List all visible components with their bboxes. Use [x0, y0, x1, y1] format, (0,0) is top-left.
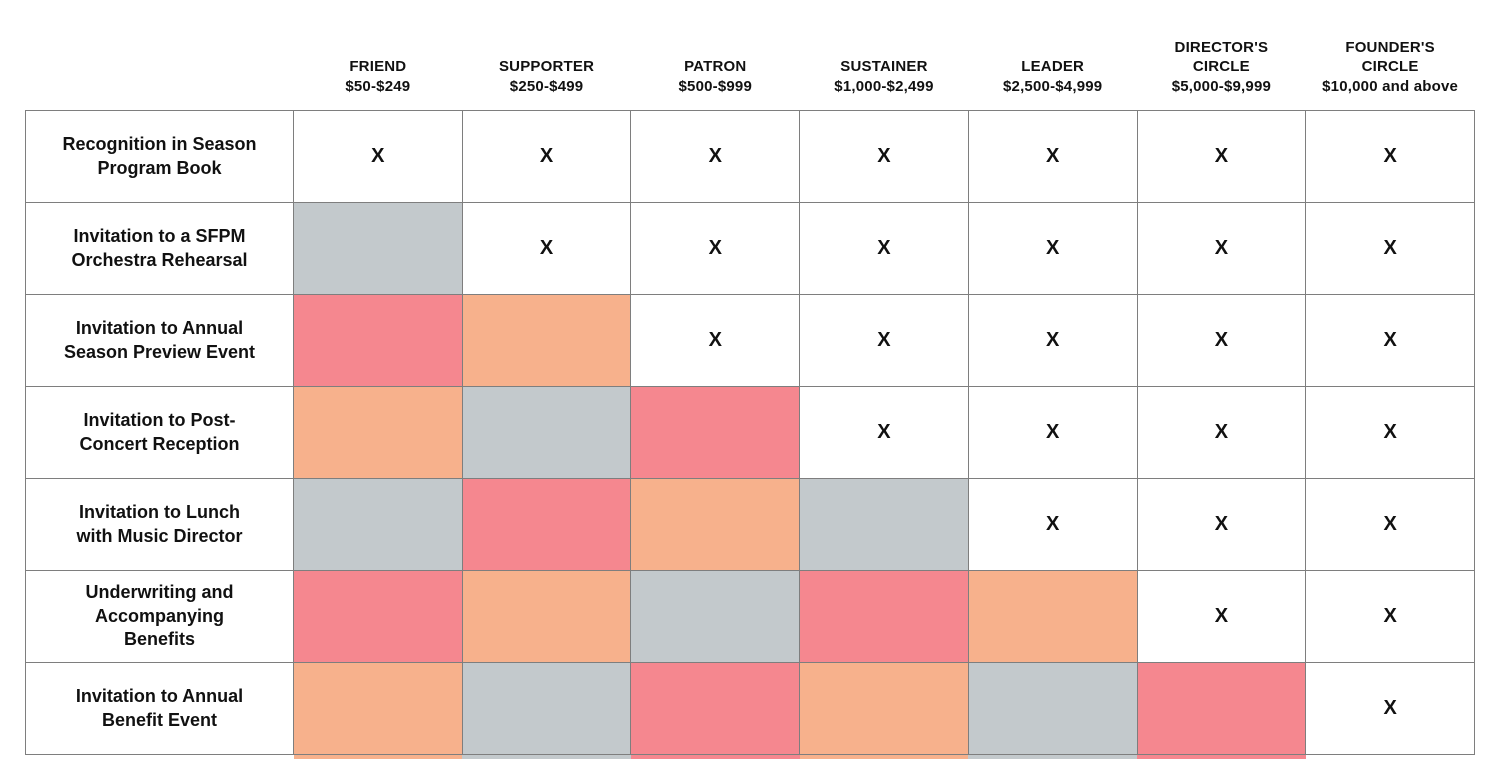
benefit-label-text: Invitation to Lunch with Music Director — [76, 502, 243, 546]
donor-benefits-table: FRIEND $50-$249 SUPPORTER $250-$499 PATRON $5… — [25, 0, 1475, 755]
benefit-excluded-cell-gray — [461, 386, 632, 479]
benefit-excluded-cell-peach — [799, 662, 969, 755]
benefit-included-mark: X — [461, 110, 632, 203]
benefit-included-mark: X — [1305, 110, 1475, 203]
benefit-included-mark: X — [1136, 570, 1307, 663]
tier-range: $5,000-$9,999 — [1171, 78, 1272, 96]
benefit-label: Invitation to a SFPM Orchestra Rehearsal — [25, 202, 294, 295]
benefit-row: Recognition in Season Program Book X X X X X X… — [25, 110, 1475, 203]
tier-header-founder-s-circle: FOUNDER'S CIRCLE $10,000 and above — [1306, 0, 1475, 111]
tier-header-friend: FRIEND $50-$249 — [294, 0, 463, 111]
benefit-row: Invitation to Post-Concert Reception X X X X — [25, 386, 1475, 479]
benefit-included-mark: X — [1305, 662, 1475, 755]
benefit-excluded-cell-peach — [293, 662, 463, 755]
benefit-excluded-cell-peach — [461, 294, 632, 387]
benefit-excluded-cell-gray — [799, 478, 969, 571]
benefit-excluded-cell-red — [1136, 662, 1307, 755]
benefit-excluded-cell-peach — [630, 478, 801, 571]
benefit-row: Invitation to Annual Season Preview Even… — [25, 294, 1475, 387]
benefit-included-mark: X — [967, 110, 1138, 203]
benefit-included-mark: X — [1305, 294, 1475, 387]
benefit-included-mark: X — [967, 202, 1138, 295]
tier-name: LEADER — [1021, 58, 1085, 76]
benefit-excluded-cell-red — [630, 662, 801, 755]
benefit-included-mark: X — [1136, 294, 1307, 387]
benefit-row: Underwriting and Accompanying Benefits X X — [25, 570, 1475, 663]
benefit-excluded-cell-red — [461, 478, 632, 571]
benefit-included-mark: X — [1136, 110, 1307, 203]
benefit-included-mark: X — [1305, 570, 1475, 663]
benefit-included-mark: X — [1136, 386, 1307, 479]
benefit-included-mark: X — [967, 294, 1138, 387]
tier-header-leader: LEADER $2,500-$4,999 — [968, 0, 1137, 111]
tier-range: $1,000-$2,499 — [834, 78, 934, 96]
benefit-included-mark: X — [293, 110, 463, 203]
benefit-included-mark: X — [630, 294, 801, 387]
benefit-included-mark: X — [1136, 478, 1307, 571]
benefit-included-mark: X — [1305, 202, 1475, 295]
benefit-excluded-cell-gray — [630, 570, 801, 663]
tier-range: $250-$499 — [509, 78, 584, 96]
benefit-excluded-cell-peach — [293, 386, 463, 479]
tier-name: SUSTAINER — [840, 58, 928, 76]
tier-header-supporter: SUPPORTER $250-$499 — [462, 0, 631, 111]
tier-name: PATRON — [684, 58, 747, 76]
tier-header-sustainer: SUSTAINER $1,000-$2,499 — [800, 0, 969, 111]
tier-range: $500-$999 — [678, 78, 753, 96]
benefit-row: Invitation to Annual Benefit Event X — [25, 662, 1475, 755]
benefit-excluded-cell-gray — [461, 662, 632, 755]
benefit-label: Invitation to Post-Concert Reception — [25, 386, 294, 479]
tier-range: $50-$249 — [345, 78, 411, 96]
benefit-excluded-cell-gray — [293, 478, 463, 571]
benefit-excluded-cell-red — [293, 294, 463, 387]
tier-name: FRIEND — [349, 58, 407, 76]
benefit-label-text: Underwriting and Accompanying Benefits — [85, 582, 234, 650]
benefit-included-mark: X — [461, 202, 632, 295]
tier-header-patron: PATRON $500-$999 — [631, 0, 800, 111]
benefit-excluded-cell-red — [293, 570, 463, 663]
benefit-row: Invitation to Lunch with Music Director X… — [25, 478, 1475, 571]
benefit-included-mark: X — [630, 202, 801, 295]
benefit-included-mark: X — [799, 294, 969, 387]
benefit-included-mark: X — [1136, 202, 1307, 295]
tier-header: FRIEND $50-$249 SUPPORTER $250-$499 PATRON $5… — [26, 0, 1475, 111]
benefit-excluded-cell-gray — [293, 202, 463, 295]
benefit-excluded-cell-red — [799, 570, 969, 663]
benefit-label-text: Invitation to Annual Season Preview Even… — [63, 318, 256, 362]
tier-header-row: FRIEND $50-$249 SUPPORTER $250-$499 PATRON $5… — [26, 0, 1475, 111]
tier-range: $10,000 and above — [1322, 78, 1459, 96]
benefit-included-mark: X — [799, 386, 969, 479]
tier-name: SUPPORTER — [498, 58, 595, 76]
tier-header-director-s-circle: DIRECTOR'S CIRCLE $5,000-$9,999 — [1137, 0, 1306, 111]
benefit-label-text: Recognition in Season Program Book — [62, 134, 257, 178]
benefit-label-text: Invitation to Post-Concert Reception — [79, 410, 240, 454]
benefit-excluded-cell-gray — [967, 662, 1138, 755]
benefit-excluded-cell-peach — [461, 570, 632, 663]
benefit-excluded-cell-red — [630, 386, 801, 479]
benefit-label-text: Invitation to Annual Benefit Event — [75, 686, 244, 730]
benefit-row: Invitation to a SFPM Orchestra Rehearsal… — [25, 202, 1475, 295]
tier-name: DIRECTOR'S CIRCLE — [1174, 38, 1269, 76]
benefit-included-mark: X — [799, 202, 969, 295]
benefit-label: Underwriting and Accompanying Benefits — [25, 570, 294, 663]
benefit-included-mark: X — [1305, 386, 1475, 479]
benefits-body: Recognition in Season Program Book X X X X X X… — [25, 110, 1475, 755]
benefit-label: Invitation to Annual Season Preview Even… — [25, 294, 294, 387]
benefit-label-text: Invitation to a SFPM Orchestra Rehearsal — [71, 226, 248, 270]
corner-cell — [26, 0, 294, 111]
benefit-included-mark: X — [1305, 478, 1475, 571]
benefit-excluded-cell-peach — [967, 570, 1138, 663]
tier-range: $2,500-$4,999 — [1002, 78, 1103, 96]
benefit-included-mark: X — [967, 478, 1138, 571]
benefit-included-mark: X — [799, 110, 969, 203]
benefit-label: Recognition in Season Program Book — [25, 110, 294, 203]
benefit-included-mark: X — [630, 110, 801, 203]
benefit-label: Invitation to Annual Benefit Event — [25, 662, 294, 755]
tier-name: FOUNDER'S CIRCLE — [1345, 38, 1435, 76]
benefit-label: Invitation to Lunch with Music Director — [25, 478, 294, 571]
benefit-included-mark: X — [967, 386, 1138, 479]
